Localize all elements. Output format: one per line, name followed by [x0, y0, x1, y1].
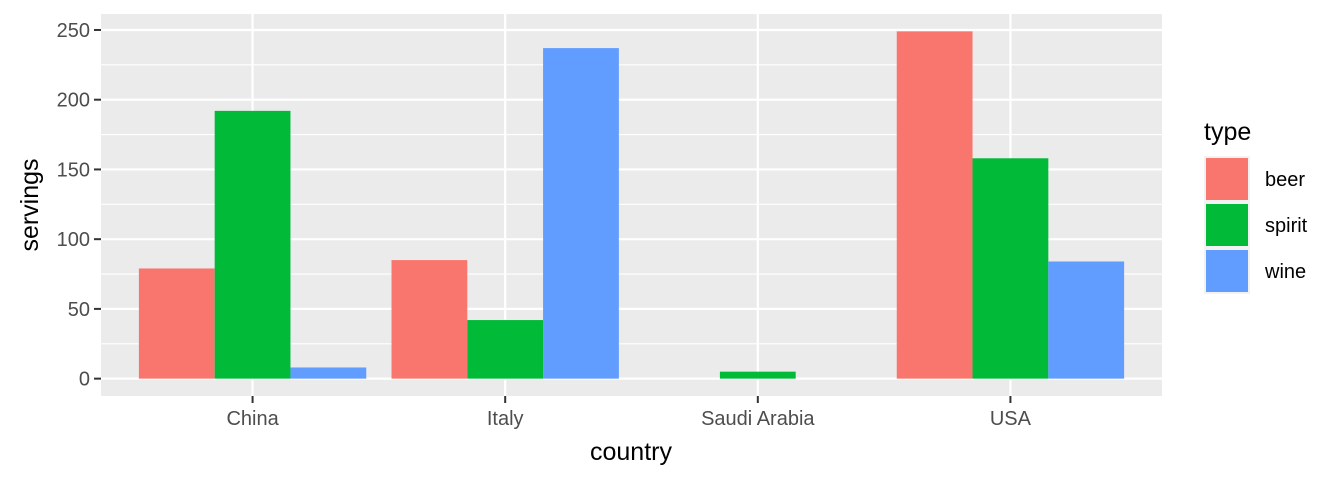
y-axis: 0 50 100 150 200 250 — [57, 20, 101, 391]
x-tick-label: USA — [990, 408, 1032, 430]
x-axis-title: country — [590, 438, 672, 466]
bars — [138, 31, 1125, 379]
bar-spirit — [467, 320, 544, 379]
bar-wine — [543, 48, 619, 379]
legend-label-wine: wine — [1264, 261, 1306, 283]
legend-swatch-beer — [1206, 158, 1248, 200]
bar-beer — [896, 31, 973, 379]
bar-beer — [391, 260, 468, 379]
y-tick-label: 250 — [57, 20, 90, 42]
legend-swatch-wine — [1206, 250, 1248, 292]
legend-label-beer: beer — [1265, 169, 1305, 191]
y-tick-label: 0 — [79, 369, 90, 391]
bar-beer — [138, 268, 215, 379]
y-tick-label: 200 — [57, 90, 90, 112]
legend-label-spirit: spirit — [1265, 215, 1308, 237]
legend-title: type — [1204, 118, 1251, 146]
y-tick-label: 100 — [57, 229, 90, 251]
bar-wine — [1048, 261, 1125, 379]
bar-wine — [290, 367, 367, 379]
legend-swatch-spirit — [1206, 204, 1248, 246]
x-tick-label: Saudi Arabia — [701, 408, 815, 430]
bar-spirit — [719, 371, 796, 379]
y-tick-label: 150 — [57, 159, 90, 181]
x-tick-label: China — [226, 408, 279, 430]
bar-spirit — [214, 110, 291, 379]
x-axis: China Italy Saudi Arabia USA — [226, 396, 1032, 430]
bar-spirit — [972, 158, 1049, 379]
y-tick-label: 50 — [68, 299, 90, 321]
x-tick-label: Italy — [487, 408, 524, 430]
y-axis-title: servings — [16, 158, 44, 251]
legend: type beer spirit wine — [1204, 118, 1308, 294]
